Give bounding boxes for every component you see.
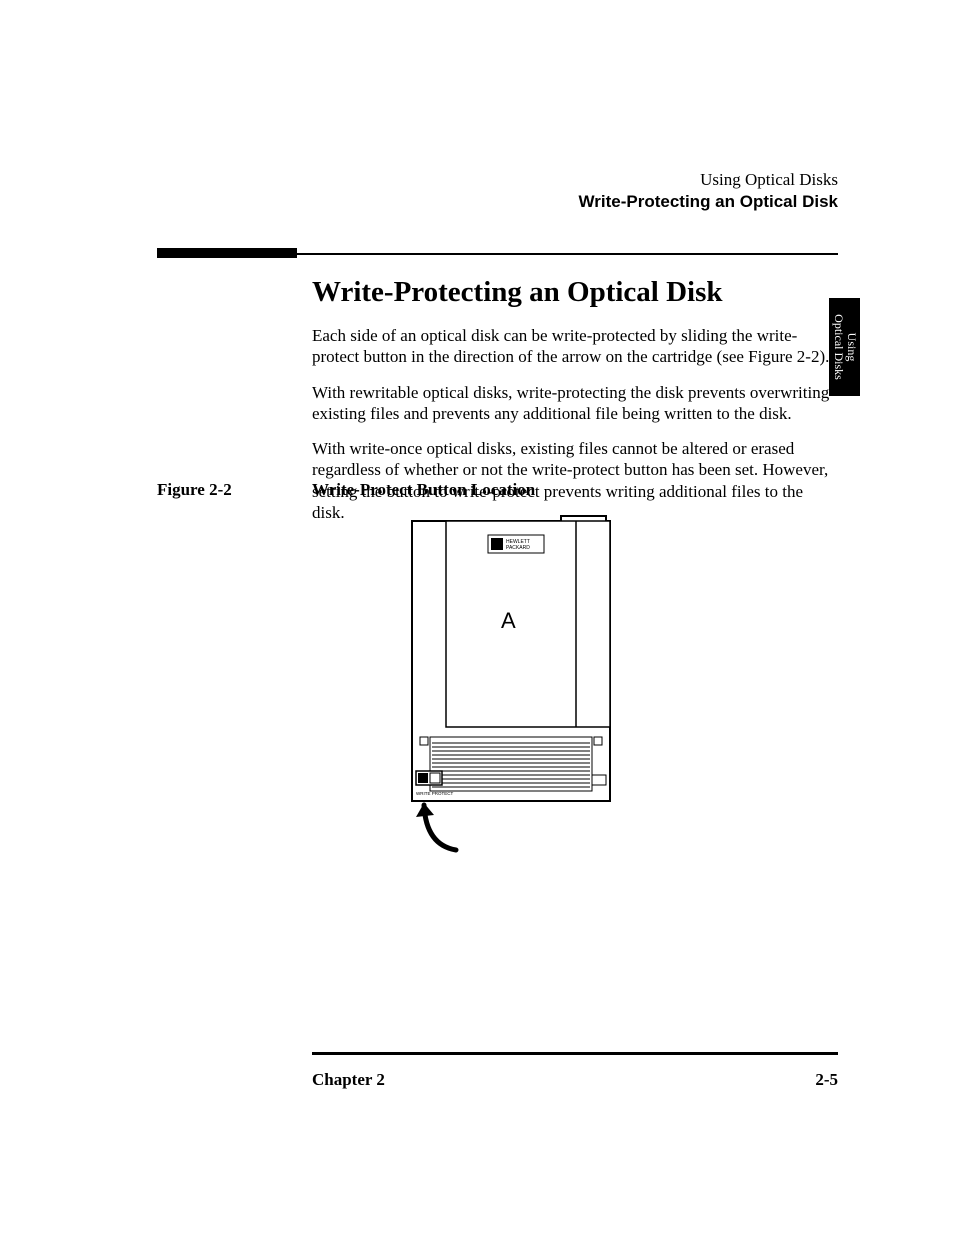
running-header-chapter: Using Optical Disks (579, 170, 838, 190)
thumb-tab-text: Using Optical Disks (831, 314, 857, 380)
figure-heading-row: Figure 2-2 Write-Protect Button Location (157, 480, 838, 500)
footer-rule (312, 1052, 838, 1055)
running-header-section: Write-Protecting an Optical Disk (579, 192, 838, 212)
thumb-tab: Using Optical Disks (829, 298, 860, 396)
thumb-tab-line2: Optical Disks (832, 314, 846, 380)
figure-label: Figure 2-2 (157, 480, 232, 500)
heading-rule-thick (157, 248, 297, 258)
running-header: Using Optical Disks Write-Protecting an … (579, 170, 838, 212)
page: Using Optical Disks Write-Protecting an … (0, 0, 954, 1235)
footer-chapter: Chapter 2 (312, 1070, 385, 1090)
section-heading: Write-Protecting an Optical Disk (312, 276, 838, 309)
thumb-tab-line1: Using (845, 333, 859, 362)
write-protect-label: WRITE PROTECT (416, 791, 453, 796)
figure-diagram: HEWLETT PACKARD A (406, 515, 616, 855)
paragraph-1: Each side of an optical disk can be writ… (312, 325, 838, 368)
hp-logo-text-line2: PACKARD (506, 545, 530, 551)
figure-caption: Write-Protect Button Location (312, 480, 535, 500)
page-footer: Chapter 2 2-5 (312, 1070, 838, 1090)
paragraph-2: With rewritable optical disks, write-pro… (312, 382, 838, 425)
footer-page-number: 2-5 (815, 1070, 838, 1090)
disk-side-letter: A (501, 608, 516, 633)
optical-disk-cartridge-icon: HEWLETT PACKARD A (406, 515, 616, 855)
heading-rule-thin (297, 253, 838, 255)
